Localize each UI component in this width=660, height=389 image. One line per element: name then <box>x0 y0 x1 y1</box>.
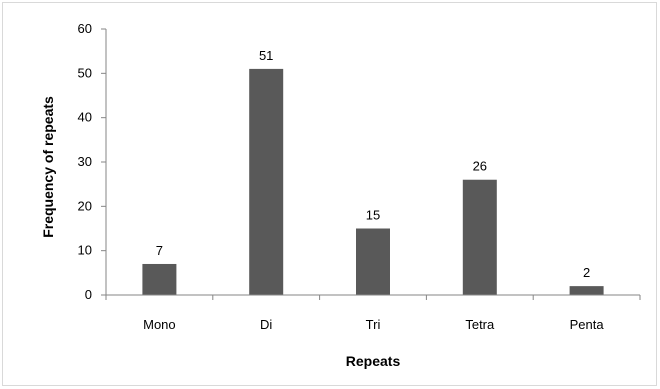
x-tick-label-di: Di <box>260 317 272 332</box>
bar-tri <box>356 228 390 295</box>
x-tick-label-penta: Penta <box>570 317 605 332</box>
x-axis-title: Repeats <box>346 353 401 369</box>
y-tick-label: 40 <box>78 110 92 125</box>
y-tick-label: 0 <box>85 287 92 302</box>
bar-penta <box>569 286 604 295</box>
bar-mono <box>142 263 177 295</box>
x-tick-label-mono: Mono <box>143 317 176 332</box>
y-tick-label: 20 <box>78 198 92 213</box>
y-tick-label: 50 <box>78 65 92 80</box>
bars <box>142 68 604 296</box>
y-axis: 0 10 20 30 40 50 60 <box>78 21 107 302</box>
data-label-tetra: 26 <box>473 159 487 174</box>
bar-tetra <box>462 179 497 295</box>
data-label-di: 51 <box>259 48 273 63</box>
data-label-tri: 15 <box>366 208 380 223</box>
y-tick-label: 30 <box>78 154 92 169</box>
data-label-penta: 2 <box>583 265 590 280</box>
data-label-mono: 7 <box>156 243 163 258</box>
x-tick-label-tri: Tri <box>366 317 381 332</box>
bar-di <box>249 68 284 296</box>
chart-frame <box>2 2 657 386</box>
y-axis-title: Frequency of repeats <box>40 96 56 238</box>
x-tick-label-tetra: Tetra <box>465 317 495 332</box>
data-labels: 7 51 15 26 2 <box>156 48 590 280</box>
y-tick-label: 10 <box>78 243 92 258</box>
x-axis: Mono Di Tri Tetra Penta <box>105 294 641 332</box>
y-tick-label: 60 <box>78 21 92 36</box>
